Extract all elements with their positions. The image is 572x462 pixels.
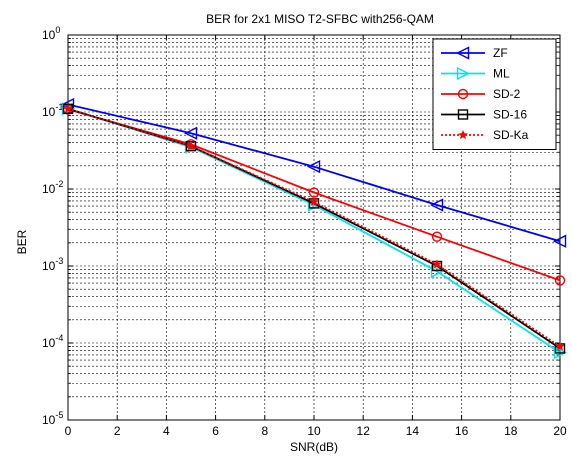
x-tick-label: 10 [307,424,321,438]
legend-label-sd-16: SD-16 [493,108,527,122]
y-tick-label: 10-2 [42,179,63,196]
legend-marker-ml [456,66,471,81]
plot-area: 0 2 4 6 8 10 12 14 16 18 20 100 10-1 10-2 10-3 10-4 10-5… [42,25,568,438]
x-axis-label: SNR(dB) [290,440,338,454]
x-tick-label: 20 [553,424,567,438]
legend: ZF ML SD-2 SD-16 SD-Ka [432,38,557,150]
data-point-sd-2 [554,275,566,286]
x-tick-label: 8 [261,424,268,438]
data-point-sd-ka [309,196,319,206]
x-tick-label: 6 [212,424,219,438]
x-tick-label: 16 [455,424,469,438]
legend-marker-zf [455,46,470,60]
chart-title: BER for 2x1 MISO T2-SFBC with256-QAM [206,12,434,26]
legend-marker-sd-ka [458,130,468,140]
legend-marker-sd-2 [457,88,469,100]
series-line-zf [67,103,561,243]
y-axis-label: BER [15,229,29,254]
data-point-ml [553,345,568,360]
legend-label-sd-2: SD-2 [493,87,521,101]
x-tick-label: 0 [65,424,72,438]
data-point-sd-ka [63,103,73,113]
legend-marker-sd-16 [457,109,469,120]
data-point-zf [306,160,321,174]
y-tick-label: 100 [42,25,60,42]
y-tick-label: 10-5 [42,410,63,427]
y-tick-label: 10-1 [42,102,63,119]
x-tick-label: 12 [357,424,371,438]
data-point-sd-ka [555,341,565,351]
y-tick-label: 10-3 [42,256,63,273]
y-tick-label: 10-4 [42,333,63,350]
series-sd-ka [63,103,565,351]
data-point-zf [552,234,567,248]
series-line-sd-2 [67,108,561,282]
legend-label-ml: ML [493,67,510,81]
data-point-zf [183,126,198,140]
data-point-sd-2 [431,231,443,242]
x-tick-label: 18 [504,424,518,438]
x-tick-label: 2 [114,424,121,438]
data-point-sd-ka [186,141,196,151]
x-tick-label: 4 [163,424,170,438]
x-tick-label: 14 [406,424,420,438]
data-point-sd-ka [432,259,442,269]
legend-label-sd-ka: SD-Ka [493,128,529,142]
data-point-zf [429,198,444,212]
series-line-sd-ka [67,107,561,348]
data-point-ml [430,264,445,279]
legend-label-zf: ZF [493,46,508,60]
